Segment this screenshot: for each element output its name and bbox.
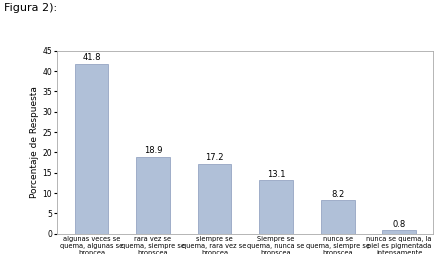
Bar xyxy=(321,200,354,234)
Bar xyxy=(198,164,232,234)
Bar xyxy=(259,180,293,234)
Bar xyxy=(136,157,170,234)
Text: 13.1: 13.1 xyxy=(267,170,286,179)
Text: 0.8: 0.8 xyxy=(392,220,406,229)
Y-axis label: Porcentaje de Respuesta: Porcentaje de Respuesta xyxy=(30,86,39,198)
Bar xyxy=(382,230,416,234)
Bar xyxy=(75,64,108,234)
Text: 18.9: 18.9 xyxy=(144,146,162,155)
Text: 8.2: 8.2 xyxy=(331,190,344,199)
Text: Figura 2):: Figura 2): xyxy=(4,3,57,12)
Text: 41.8: 41.8 xyxy=(82,53,101,62)
Text: 17.2: 17.2 xyxy=(205,153,224,162)
